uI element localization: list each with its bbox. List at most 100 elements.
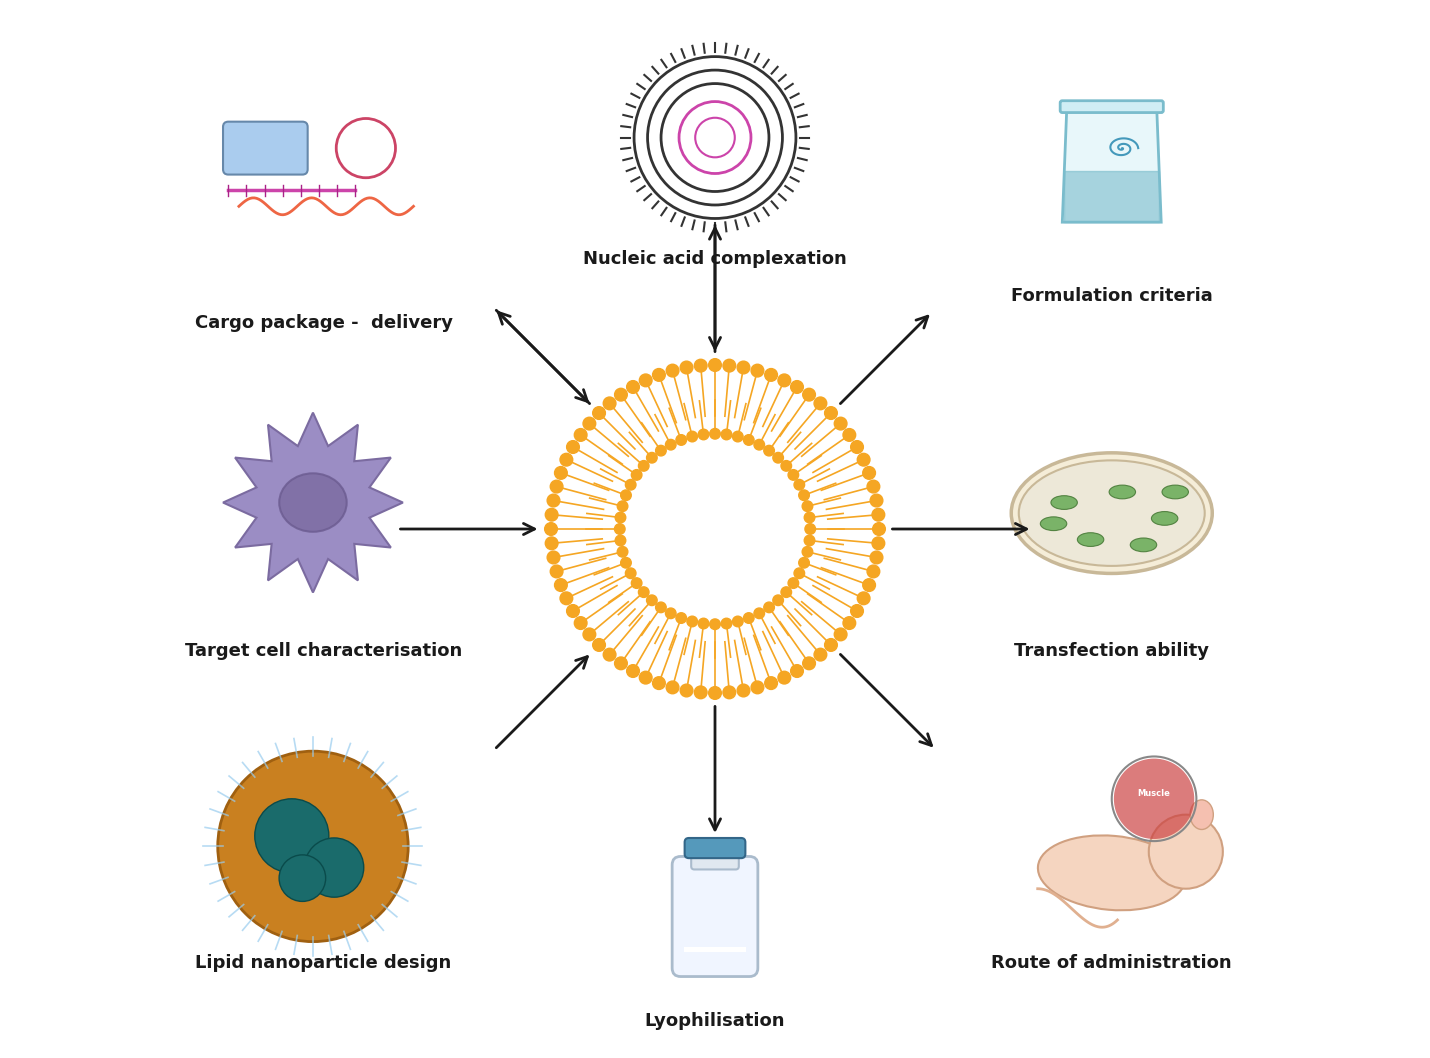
Circle shape [639, 671, 652, 683]
Circle shape [1114, 759, 1194, 839]
Circle shape [646, 453, 658, 463]
Circle shape [862, 579, 875, 591]
Circle shape [583, 628, 596, 641]
Circle shape [825, 639, 838, 652]
Circle shape [872, 537, 885, 550]
Polygon shape [684, 948, 746, 952]
Circle shape [545, 523, 558, 535]
Circle shape [618, 500, 628, 511]
Circle shape [724, 360, 735, 372]
Ellipse shape [1077, 533, 1104, 547]
Circle shape [217, 751, 408, 942]
Circle shape [765, 368, 778, 381]
Circle shape [566, 604, 579, 618]
Circle shape [781, 460, 792, 471]
Circle shape [834, 628, 847, 641]
Circle shape [655, 602, 666, 613]
Circle shape [615, 657, 628, 670]
Text: Transfection ability: Transfection ability [1014, 641, 1210, 660]
Circle shape [754, 608, 765, 619]
Circle shape [698, 618, 709, 628]
Circle shape [566, 440, 579, 453]
Circle shape [676, 435, 686, 445]
Circle shape [736, 361, 749, 373]
Circle shape [551, 480, 563, 493]
Circle shape [842, 617, 855, 630]
Circle shape [625, 568, 636, 579]
Circle shape [681, 685, 694, 697]
Circle shape [638, 460, 649, 471]
Circle shape [851, 604, 864, 617]
Circle shape [772, 453, 784, 463]
Ellipse shape [279, 473, 346, 532]
Circle shape [592, 639, 605, 652]
Circle shape [615, 524, 625, 534]
Circle shape [867, 480, 879, 493]
Circle shape [814, 649, 827, 661]
Circle shape [799, 490, 809, 500]
Circle shape [666, 364, 679, 377]
Circle shape [545, 537, 558, 550]
Circle shape [626, 381, 639, 394]
Circle shape [695, 686, 706, 698]
Circle shape [814, 397, 827, 409]
Circle shape [632, 578, 642, 588]
Circle shape [804, 535, 815, 546]
Circle shape [686, 616, 698, 626]
Circle shape [751, 681, 764, 694]
Circle shape [652, 368, 665, 381]
Circle shape [655, 445, 666, 456]
Circle shape [583, 417, 596, 430]
Circle shape [802, 388, 815, 401]
Circle shape [781, 587, 792, 598]
Text: Target cell characterisation: Target cell characterisation [184, 641, 462, 660]
Circle shape [548, 494, 561, 507]
Circle shape [626, 664, 639, 677]
Circle shape [754, 439, 765, 450]
Circle shape [646, 595, 658, 605]
Circle shape [736, 685, 749, 697]
Circle shape [872, 508, 885, 521]
Text: Formulation criteria: Formulation criteria [1011, 287, 1213, 306]
Circle shape [862, 467, 875, 479]
Ellipse shape [1038, 836, 1185, 910]
Circle shape [666, 681, 679, 694]
Circle shape [575, 428, 588, 441]
Circle shape [805, 524, 815, 534]
Circle shape [794, 568, 805, 579]
Circle shape [842, 428, 855, 441]
Circle shape [764, 602, 775, 613]
Text: Cargo package -  delivery: Cargo package - delivery [194, 313, 452, 332]
Circle shape [615, 512, 626, 523]
Circle shape [825, 406, 838, 419]
Circle shape [1148, 815, 1223, 889]
Circle shape [765, 677, 778, 690]
Circle shape [551, 565, 563, 578]
Circle shape [561, 592, 573, 605]
FancyBboxPatch shape [1060, 101, 1164, 112]
Circle shape [732, 616, 744, 626]
Circle shape [744, 435, 754, 445]
Circle shape [804, 512, 815, 523]
Circle shape [305, 838, 363, 897]
Circle shape [857, 592, 869, 605]
Circle shape [778, 671, 791, 683]
Ellipse shape [1011, 453, 1213, 573]
Circle shape [851, 440, 864, 453]
Circle shape [744, 613, 754, 623]
Circle shape [869, 494, 882, 507]
Circle shape [555, 579, 568, 591]
Ellipse shape [1190, 800, 1213, 829]
Circle shape [603, 397, 616, 409]
Ellipse shape [1163, 485, 1188, 498]
Circle shape [732, 432, 744, 442]
Circle shape [603, 649, 616, 661]
Circle shape [788, 470, 798, 480]
Circle shape [695, 360, 706, 372]
Text: Lipid nanoparticle design: Lipid nanoparticle design [196, 953, 452, 972]
Circle shape [772, 595, 784, 605]
FancyBboxPatch shape [223, 122, 307, 175]
Circle shape [791, 381, 804, 394]
Circle shape [802, 547, 812, 558]
Circle shape [709, 687, 721, 699]
